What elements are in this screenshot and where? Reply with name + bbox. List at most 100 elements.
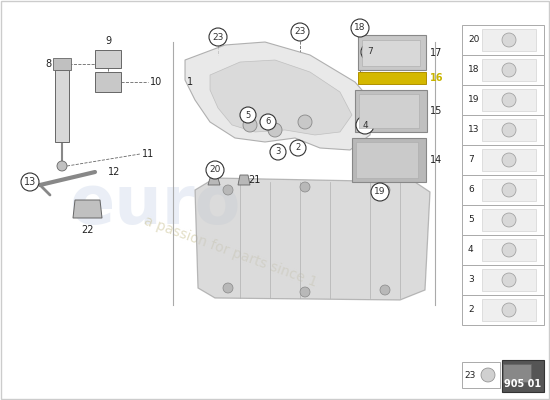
Text: 3: 3 — [468, 276, 474, 284]
Bar — [356, 142, 418, 178]
Bar — [502, 360, 544, 392]
Circle shape — [300, 182, 310, 192]
Circle shape — [290, 140, 306, 156]
Text: euro: euro — [69, 172, 241, 238]
Bar — [462, 25, 544, 55]
Bar — [462, 265, 544, 295]
Bar — [482, 29, 536, 51]
Text: 19: 19 — [374, 188, 386, 196]
Bar — [482, 179, 536, 201]
Circle shape — [380, 185, 390, 195]
Circle shape — [209, 28, 227, 46]
Bar — [462, 362, 500, 388]
Bar — [462, 55, 544, 85]
Bar — [482, 119, 536, 141]
Circle shape — [206, 161, 224, 179]
Circle shape — [57, 161, 67, 171]
Text: 1: 1 — [187, 77, 193, 87]
Circle shape — [502, 303, 516, 317]
Circle shape — [298, 115, 312, 129]
Circle shape — [291, 23, 309, 41]
Text: a passion for parts since 1: a passion for parts since 1 — [141, 214, 318, 290]
Circle shape — [361, 43, 379, 61]
Circle shape — [223, 283, 233, 293]
Circle shape — [300, 287, 310, 297]
Text: 13: 13 — [24, 177, 36, 187]
Bar — [462, 295, 544, 325]
Circle shape — [502, 243, 516, 257]
Text: 4: 4 — [468, 246, 474, 254]
Text: 14: 14 — [430, 155, 442, 165]
Bar — [95, 72, 121, 92]
Circle shape — [481, 368, 495, 382]
Text: 3: 3 — [276, 148, 280, 156]
Polygon shape — [185, 42, 375, 150]
Text: 20: 20 — [468, 36, 480, 44]
Text: 6: 6 — [265, 118, 271, 126]
Text: 11: 11 — [142, 149, 154, 159]
Text: 6: 6 — [468, 186, 474, 194]
Circle shape — [356, 116, 374, 134]
Circle shape — [240, 107, 256, 123]
Text: 19: 19 — [468, 96, 480, 104]
Circle shape — [268, 123, 282, 137]
Circle shape — [270, 144, 286, 160]
Text: 9: 9 — [105, 36, 111, 46]
Text: 8: 8 — [46, 59, 52, 69]
Text: 905 01: 905 01 — [504, 379, 542, 389]
Text: 18: 18 — [468, 66, 480, 74]
Circle shape — [502, 183, 516, 197]
Text: 7: 7 — [367, 48, 373, 56]
Bar — [462, 145, 544, 175]
Bar — [462, 115, 544, 145]
Text: 20: 20 — [210, 166, 221, 174]
Text: 23: 23 — [464, 370, 475, 380]
Bar — [362, 40, 420, 66]
Circle shape — [502, 213, 516, 227]
Circle shape — [502, 93, 516, 107]
Bar — [503, 364, 531, 382]
Bar — [355, 90, 427, 132]
Bar — [462, 175, 544, 205]
Text: 23: 23 — [212, 32, 224, 42]
Bar — [358, 72, 426, 84]
Text: 5: 5 — [245, 110, 251, 120]
Text: 17: 17 — [430, 48, 442, 58]
Bar — [482, 209, 536, 231]
Circle shape — [371, 183, 389, 201]
Polygon shape — [238, 175, 250, 185]
Bar — [53, 58, 71, 70]
Text: 12: 12 — [108, 167, 120, 177]
Text: 21: 21 — [248, 175, 260, 185]
Text: 22: 22 — [81, 225, 94, 235]
Polygon shape — [210, 60, 352, 135]
Circle shape — [502, 273, 516, 287]
Bar — [482, 299, 536, 321]
Bar — [482, 59, 536, 81]
Polygon shape — [195, 178, 430, 300]
Text: 5: 5 — [468, 216, 474, 224]
Bar — [55, 70, 69, 142]
Circle shape — [502, 123, 516, 137]
Text: 18: 18 — [354, 24, 366, 32]
Text: 13: 13 — [468, 126, 480, 134]
Circle shape — [380, 285, 390, 295]
Circle shape — [21, 173, 39, 191]
Bar — [462, 235, 544, 265]
Text: 15: 15 — [430, 106, 442, 116]
Bar — [352, 138, 426, 182]
Text: 16: 16 — [430, 73, 443, 83]
Text: 7: 7 — [468, 156, 474, 164]
Circle shape — [260, 114, 276, 130]
Text: 2: 2 — [295, 144, 301, 152]
Bar — [482, 239, 536, 261]
Circle shape — [223, 185, 233, 195]
Text: 10: 10 — [150, 77, 162, 87]
Text: 4: 4 — [362, 120, 368, 130]
Bar — [482, 269, 536, 291]
Bar — [358, 35, 426, 70]
Bar — [359, 94, 419, 128]
Bar — [95, 50, 121, 68]
Circle shape — [243, 118, 257, 132]
Text: 2: 2 — [468, 306, 474, 314]
